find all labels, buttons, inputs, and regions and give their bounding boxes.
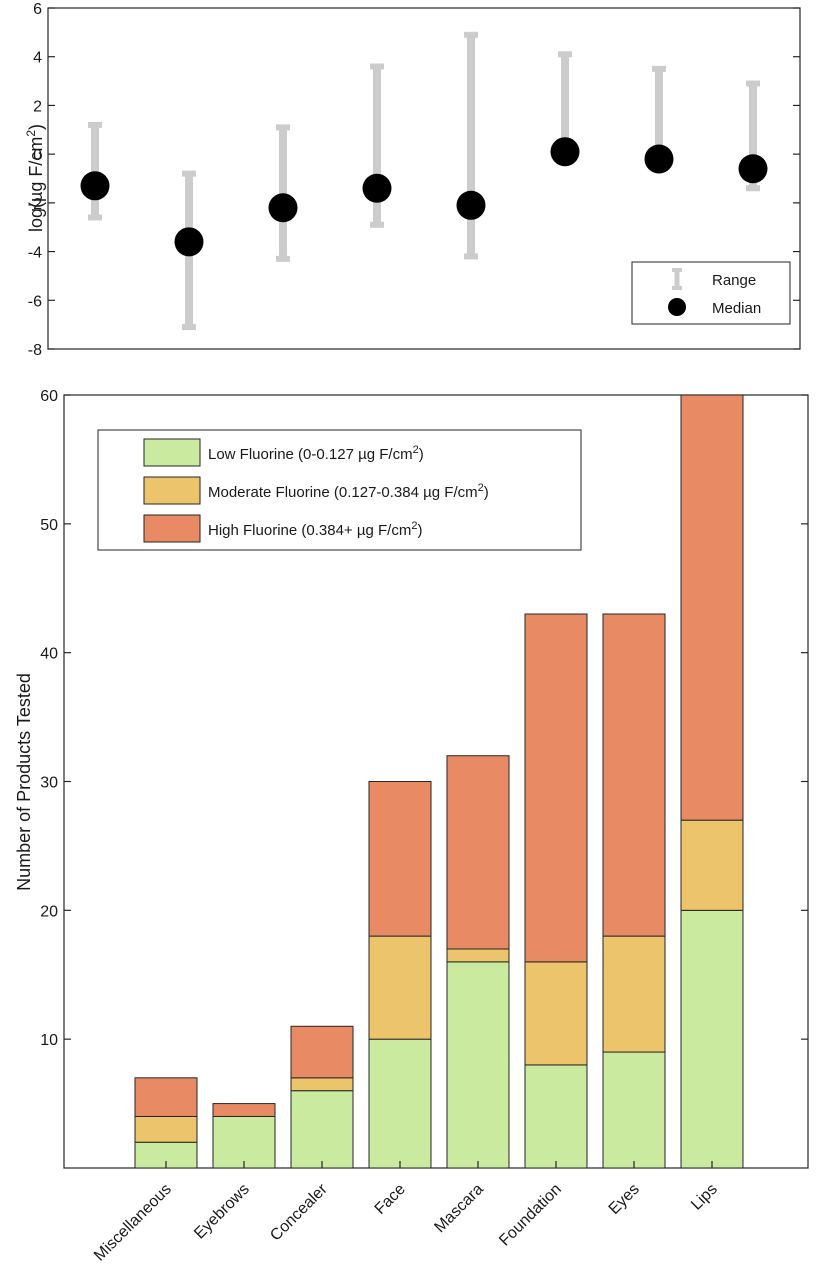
top-y-axis-title: log(µg F/cm2) (24, 124, 46, 232)
bar-segment-moderate (680, 819, 744, 911)
median-point (456, 190, 486, 220)
top-y-tick-label: 6 (33, 1, 42, 18)
stacked-bar-chart: 10 20 30 40 50 60 Miscellaneous Eyebrows Concea… (14, 388, 809, 1265)
median-point (362, 173, 392, 203)
median-point (174, 227, 204, 257)
bar-segment-low (680, 909, 744, 1169)
median-point (550, 137, 580, 167)
bar-segment-high (290, 1025, 354, 1079)
bar-segment-moderate (446, 948, 510, 963)
bottom-y-tick-label: 50 (40, 517, 58, 534)
category-label: Lips (688, 1181, 721, 1214)
bar-segment-moderate (134, 1115, 198, 1143)
bar-segment-moderate (602, 935, 666, 1053)
bar-segment-low (602, 1051, 666, 1169)
legend-median-icon (668, 298, 686, 316)
bar-segment-moderate (524, 961, 588, 1066)
median-points (80, 137, 768, 257)
bar-segment-high (212, 1103, 276, 1117)
top-y-tick-label: 2 (33, 98, 42, 115)
bar-segment-high (680, 394, 744, 821)
legend-median-label: Median (712, 300, 761, 317)
top-legend: Range Median (631, 261, 791, 325)
bottom-y-axis-title: Number of Products Tested (14, 673, 34, 891)
median-point (644, 144, 674, 174)
bar-segment-high (368, 781, 432, 937)
category-label: Concealer (267, 1180, 331, 1244)
median-point (268, 193, 298, 223)
bottom-y-tick-label: 20 (40, 903, 58, 920)
median-point (80, 171, 110, 201)
category-labels: Miscellaneous Eyebrows Concealer Face Mascar… (91, 1180, 721, 1264)
legend-high-label: High Fluorine (0.384+ µg F/cm2) (208, 520, 422, 539)
bar-segment-low (368, 1038, 432, 1169)
range-median-plot: 6 4 2 0 -2 -4 -6 -8 log(µg F/cm2) Range Median (24, 1, 801, 359)
top-y-tick-label: -4 (28, 245, 42, 262)
bar-segment-high (446, 755, 510, 950)
median-point (738, 154, 768, 184)
legend-low-swatch (143, 438, 201, 467)
bottom-legend: Low Fluorine (0-0.127 µg F/cm2) Moderate… (97, 429, 582, 551)
top-y-tick-label: -8 (28, 342, 42, 359)
bar-segment-high (134, 1077, 198, 1117)
top-y-ticks: 6 4 2 0 -2 -4 -6 -8 (28, 1, 800, 359)
bar-segment-low (446, 961, 510, 1169)
bottom-y-tick-label: 30 (40, 775, 58, 792)
legend-low-label: Low Fluorine (0-0.127 µg F/cm2) (208, 444, 424, 463)
bottom-y-tick-label: 40 (40, 646, 58, 663)
legend-range-icon (672, 268, 682, 290)
category-label: Foundation (496, 1181, 565, 1250)
legend-range-label: Range (712, 272, 756, 289)
legend-moderate-label: Moderate Fluorine (0.127-0.384 µg F/cm2) (208, 482, 489, 501)
bar-segment-high (602, 613, 666, 937)
category-label: Eyes (606, 1181, 643, 1218)
bar-segment-low (290, 1090, 354, 1169)
category-label: Eyebrows (191, 1181, 253, 1243)
legend-high-swatch (143, 514, 201, 543)
top-y-tick-label: -6 (28, 293, 42, 310)
category-label: Miscellaneous (91, 1181, 175, 1265)
bar-segment-moderate (290, 1077, 354, 1092)
category-label: Face (372, 1181, 409, 1218)
bottom-y-tick-label: 10 (40, 1032, 58, 1049)
top-legend-box (631, 261, 791, 325)
bottom-y-ticks: 10 20 30 40 50 60 (40, 388, 808, 1049)
bar-stacks (134, 394, 744, 1169)
legend-moderate-swatch (143, 476, 201, 505)
bar-segment-high (524, 613, 588, 963)
bar-segment-low (212, 1115, 276, 1169)
bar-segment-moderate (368, 935, 432, 1040)
bottom-y-tick-label: 60 (40, 388, 58, 405)
bar-segment-low (524, 1064, 588, 1169)
category-label: Mascara (431, 1181, 486, 1236)
top-y-tick-label: -2 (28, 196, 42, 213)
top-y-tick-label: 4 (33, 50, 42, 67)
top-y-tick-label: 0 (33, 147, 42, 164)
top-plot-frame (47, 7, 801, 350)
